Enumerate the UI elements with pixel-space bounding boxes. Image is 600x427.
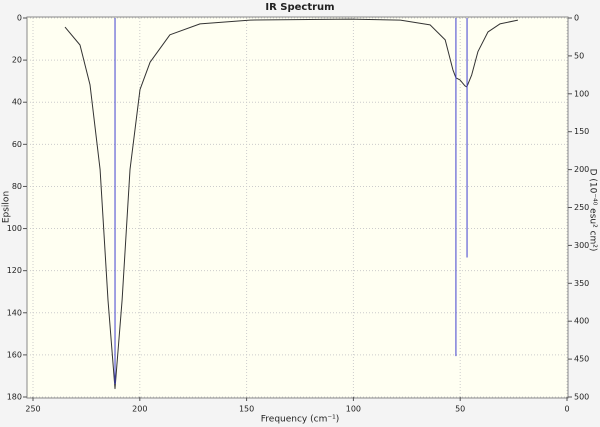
x-axis-label: Frequency (cm⁻¹): [261, 415, 339, 425]
y2-tick-label: 50: [574, 51, 584, 60]
x-tick-label: 0: [564, 405, 569, 414]
y2-tick-label: 250: [574, 203, 589, 212]
y2-axis-label: D (10⁻⁴⁰ esu² cm²): [588, 169, 598, 252]
y-tick-label: 100: [7, 224, 22, 233]
y2-tick-label: 0: [574, 14, 579, 23]
y2-tick-label: 500: [574, 393, 589, 402]
y2-tick-label: 100: [574, 89, 589, 98]
y2-tick-label: 300: [574, 241, 589, 250]
y-tick-label: 80: [12, 182, 22, 191]
y-tick-label: 160: [7, 350, 22, 359]
y-axis-label: Epsilon: [2, 191, 12, 223]
x-tick-label: 50: [455, 405, 465, 414]
y-tick-label: 60: [12, 140, 22, 149]
y2-tick-label: 150: [574, 127, 589, 136]
y-tick-label: 180: [7, 393, 22, 402]
y-tick-label: 140: [7, 308, 22, 317]
y2-tick-label: 200: [574, 165, 589, 174]
y2-tick-label: 350: [574, 279, 589, 288]
y-tick-label: 40: [12, 98, 22, 107]
x-tick-label: 250: [25, 405, 40, 414]
x-tick-label: 150: [239, 405, 254, 414]
y-tick-label: 120: [7, 266, 22, 275]
x-tick-label: 200: [132, 405, 147, 414]
x-tick-label: 100: [346, 405, 361, 414]
chart-title: IR Spectrum: [265, 2, 334, 13]
y2-tick-label: 400: [574, 317, 589, 326]
y-tick-label: 0: [17, 14, 22, 23]
plot-area: [26, 16, 569, 399]
y-tick-label: 20: [12, 56, 22, 65]
spectrum-line: [64, 18, 519, 390]
y2-tick-label: 450: [574, 355, 589, 364]
